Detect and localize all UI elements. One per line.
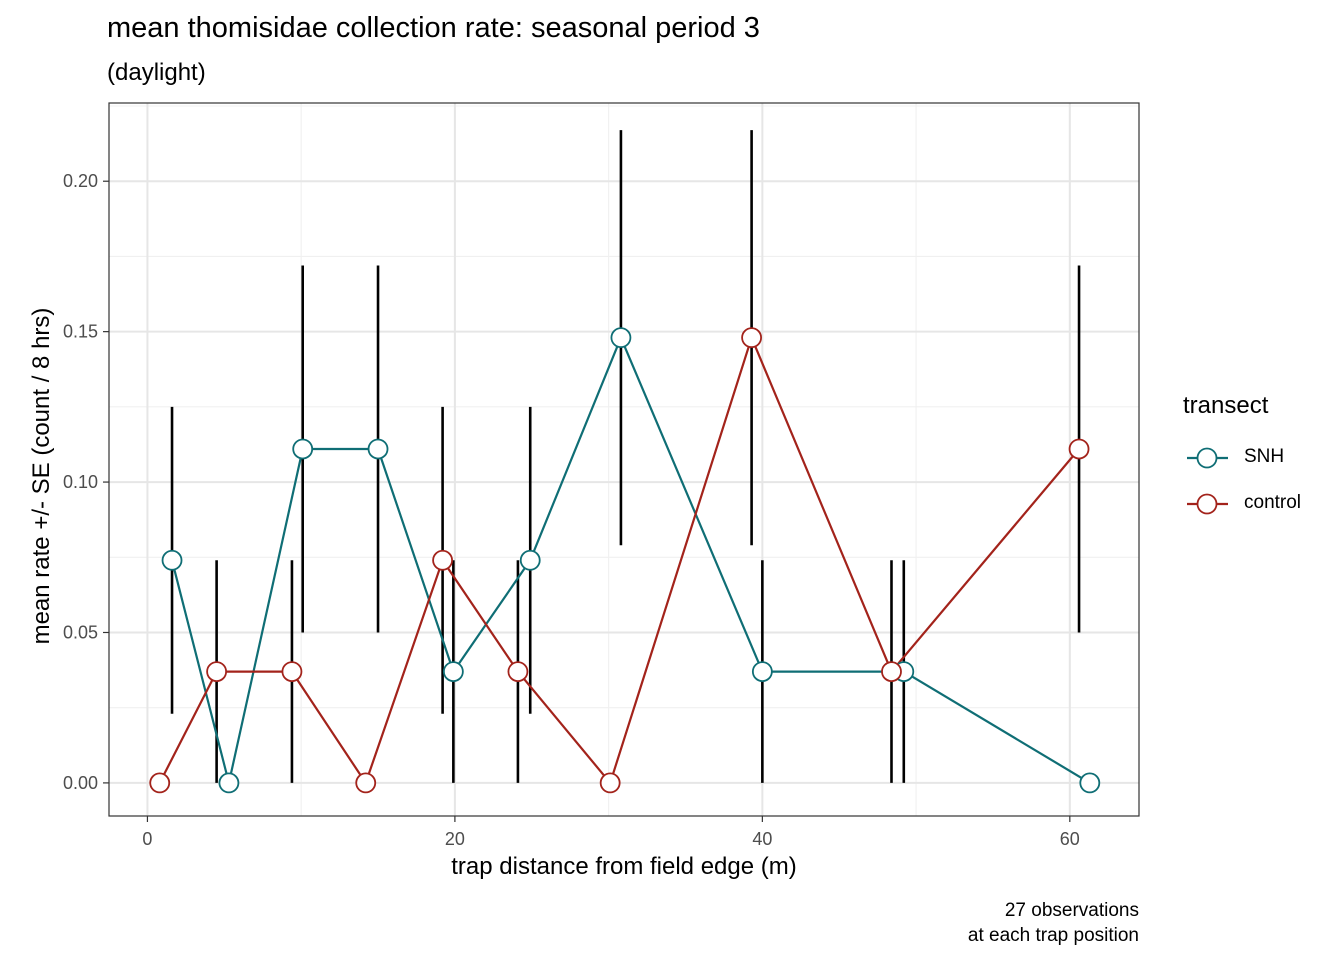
caption-line-1: 27 observations <box>1004 900 1139 921</box>
data-point-snh <box>292 438 314 460</box>
legend-key-point-control <box>1196 493 1218 515</box>
data-point-control <box>281 661 303 682</box>
data-point-control <box>149 772 171 794</box>
y-tick-label: 0.05 <box>63 622 98 642</box>
data-point-snh <box>519 549 541 571</box>
data-point-control <box>432 549 453 571</box>
x-axis-label: trap distance from field edge (m) <box>451 853 797 880</box>
legend-label-snh: SNH <box>1244 446 1285 467</box>
data-point-snh <box>751 661 773 682</box>
data-point-control <box>206 661 228 682</box>
caption-line-2: at each trap position <box>967 925 1139 946</box>
series-line-snh <box>170 336 1091 785</box>
x-tick-label: 0 <box>142 829 152 849</box>
y-tick-label: 0.15 <box>63 322 98 342</box>
data-point-control <box>355 772 377 794</box>
y-tick-label: 0.00 <box>63 773 98 793</box>
plot-border <box>108 102 1140 817</box>
x-tick-label: 20 <box>445 829 465 849</box>
x-tick-label: 40 <box>752 829 772 849</box>
data-point-snh <box>1079 772 1101 794</box>
y-tick-label: 0.10 <box>63 472 98 492</box>
y-axis-label: mean rate +/- SE (count / 8 hrs) <box>28 307 55 645</box>
legend-title: transect <box>1183 392 1269 419</box>
data-point-control <box>1068 438 1090 460</box>
data-point-snh <box>610 327 632 349</box>
data-point-control <box>599 772 621 794</box>
y-tick-label: 0.20 <box>63 171 98 191</box>
legend-key-point-snh <box>1196 447 1218 469</box>
data-point-control <box>507 661 529 682</box>
data-point-snh <box>161 549 183 571</box>
x-tick-label: 60 <box>1060 829 1080 849</box>
caption: 27 observations at each trap position <box>968 898 1139 948</box>
data-point-snh <box>442 661 464 682</box>
chart-subtitle: (daylight) <box>107 59 206 86</box>
plot-panel <box>109 103 1139 816</box>
data-point-snh <box>367 438 389 460</box>
data-point-snh <box>218 772 240 794</box>
chart-title: mean thomisidae collection rate: seasona… <box>107 12 760 44</box>
data-point-control <box>881 661 902 682</box>
series-line-control <box>158 336 1080 785</box>
data-point-control <box>741 327 762 349</box>
legend-label-control: control <box>1244 492 1302 513</box>
